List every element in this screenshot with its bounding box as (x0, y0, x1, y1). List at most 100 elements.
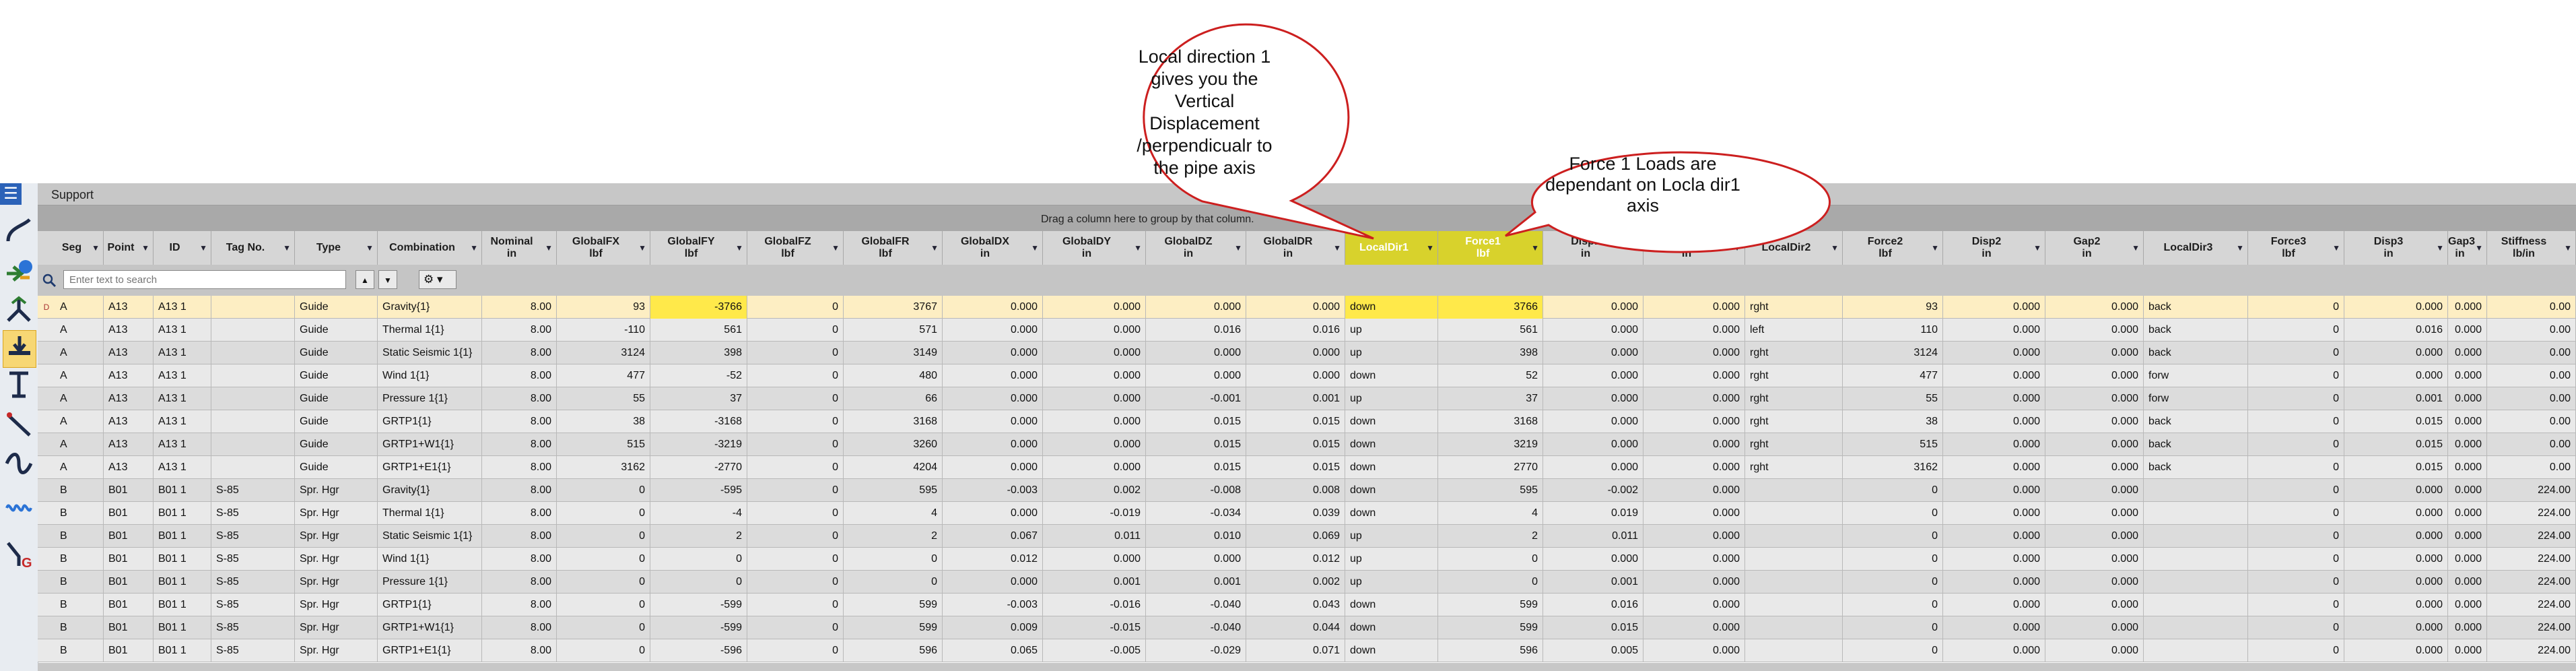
cell-ldir3[interactable] (2144, 502, 2248, 525)
cell-gfr[interactable]: 596 (844, 639, 943, 662)
cell-gdy[interactable]: 0.000 (1043, 319, 1146, 342)
cell-disp1[interactable]: 0.000 (1543, 548, 1643, 571)
cell-disp1[interactable]: 0.016 (1543, 594, 1643, 616)
cell-seg[interactable]: A (55, 456, 104, 479)
sort-down-button[interactable]: ▼ (378, 270, 397, 289)
cell-force2[interactable]: 0 (1843, 594, 1943, 616)
cell-type[interactable]: Guide (295, 410, 378, 433)
cell-gap1[interactable]: 0.000 (1643, 433, 1745, 456)
cell-gap2[interactable]: 0.000 (2045, 639, 2144, 662)
column-header-seg[interactable]: Seg ▼ (55, 231, 104, 265)
cell-ldir2[interactable]: rght (1745, 342, 1843, 364)
cell-seg[interactable]: A (55, 410, 104, 433)
cell-force3[interactable]: 0 (2248, 433, 2344, 456)
cell-gdy[interactable]: -0.019 (1043, 502, 1146, 525)
filter-funnel-icon[interactable]: ▼ (1831, 243, 1839, 253)
cell-type[interactable]: Spr. Hgr (295, 571, 378, 594)
cell-force3[interactable]: 0 (2248, 571, 2344, 594)
filter-funnel-icon[interactable]: ▼ (930, 243, 939, 253)
cell-ldir1[interactable]: up (1345, 319, 1438, 342)
cell-ldir2[interactable]: rght (1745, 387, 1843, 410)
cell-point[interactable]: B01 (104, 571, 154, 594)
cell-disp3[interactable]: 0.015 (2344, 433, 2448, 456)
cell-ldir3[interactable]: forw (2144, 364, 2248, 387)
cell-disp1[interactable]: 0.015 (1543, 616, 1643, 639)
cell-nominal[interactable]: 8.00 (482, 433, 557, 456)
cell-stiffness[interactable]: 224.00 (2487, 616, 2576, 639)
cell-nominal[interactable]: 8.00 (482, 479, 557, 502)
cell-gfz[interactable]: 0 (747, 502, 844, 525)
filter-funnel-icon[interactable]: ▼ (1333, 243, 1341, 253)
cell-ldir2[interactable] (1745, 594, 1843, 616)
cell-tag[interactable] (211, 296, 295, 319)
cell-tag[interactable] (211, 456, 295, 479)
column-header-gdx[interactable]: GlobalDX in ▼ (943, 231, 1043, 265)
cell-point[interactable]: B01 (104, 525, 154, 548)
cell-id[interactable]: A13 1 (154, 387, 211, 410)
cell-point[interactable]: A13 (104, 433, 154, 456)
cell-gdr[interactable]: 0.002 (1246, 571, 1345, 594)
cell-stiffness[interactable]: 224.00 (2487, 502, 2576, 525)
cell-tag[interactable]: S-85 (211, 571, 295, 594)
column-header-stiffness[interactable]: Stiffness lb/in ▼ (2487, 231, 2576, 265)
cell-id[interactable]: B01 1 (154, 502, 211, 525)
cell-id[interactable]: A13 1 (154, 296, 211, 319)
cell-ldir1[interactable]: down (1345, 639, 1438, 662)
cell-combination[interactable]: Gravity{1} (378, 479, 482, 502)
cell-force1[interactable]: 2 (1438, 525, 1543, 548)
cell-tag[interactable] (211, 319, 295, 342)
cell-gdx[interactable]: -0.003 (943, 479, 1043, 502)
cell-ldir1[interactable]: up (1345, 571, 1438, 594)
cell-gdy[interactable]: 0.000 (1043, 296, 1146, 319)
cell-gap2[interactable]: 0.000 (2045, 364, 2144, 387)
table-row[interactable]: A A13 A13 1 Guide Wind 1{1} 8.00 477 -52 0 480 0.0… (38, 364, 2576, 387)
table-row[interactable]: A A13 A13 1 Guide Static Seismic 1{1} 8.00 312… (38, 342, 2576, 364)
cell-gdz[interactable]: -0.040 (1146, 616, 1246, 639)
cell-force3[interactable]: 0 (2248, 456, 2344, 479)
cell-ldir3[interactable]: back (2144, 342, 2248, 364)
cell-nominal[interactable]: 8.00 (482, 364, 557, 387)
cell-gdr[interactable]: 0.015 (1246, 433, 1345, 456)
cell-point[interactable]: B01 (104, 616, 154, 639)
cell-ldir2[interactable]: left (1745, 319, 1843, 342)
column-header-gdz[interactable]: GlobalDZ in ▼ (1146, 231, 1246, 265)
cell-gfx[interactable]: 55 (557, 387, 650, 410)
cell-combination[interactable]: Thermal 1{1} (378, 319, 482, 342)
cell-nominal[interactable]: 8.00 (482, 571, 557, 594)
cell-id[interactable]: A13 1 (154, 456, 211, 479)
filter-funnel-icon[interactable]: ▼ (470, 243, 478, 253)
cell-disp2[interactable]: 0.000 (1943, 525, 2045, 548)
cell-gap3[interactable]: 0.000 (2448, 594, 2487, 616)
cell-gfy[interactable]: 561 (650, 319, 747, 342)
column-header-gap2[interactable]: Gap2 in ▼ (2045, 231, 2144, 265)
cell-type[interactable]: Guide (295, 433, 378, 456)
cell-disp1[interactable]: 0.000 (1543, 456, 1643, 479)
cell-gfr[interactable]: 3767 (844, 296, 943, 319)
cell-seg[interactable]: B (55, 479, 104, 502)
cell-gap3[interactable]: 0.000 (2448, 479, 2487, 502)
cell-gfr[interactable]: 571 (844, 319, 943, 342)
hanger-icon[interactable] (3, 368, 35, 404)
cell-gfz[interactable]: 0 (747, 594, 844, 616)
cell-force2[interactable]: 0 (1843, 616, 1943, 639)
cell-gap1[interactable]: 0.000 (1643, 548, 1745, 571)
cell-disp2[interactable]: 0.000 (1943, 319, 2045, 342)
cell-gfx[interactable]: 3162 (557, 456, 650, 479)
cell-gfy[interactable]: 0 (650, 571, 747, 594)
column-header-gfr[interactable]: GlobalFR lbf ▼ (844, 231, 943, 265)
cell-disp1[interactable]: -0.002 (1543, 479, 1643, 502)
cell-seg[interactable]: B (55, 502, 104, 525)
filter-funnel-icon[interactable]: ▼ (1134, 243, 1142, 253)
cell-tag[interactable]: S-85 (211, 616, 295, 639)
cell-gdy[interactable]: 0.000 (1043, 410, 1146, 433)
cell-stiffness[interactable]: 0.00 (2487, 342, 2576, 364)
cell-ldir3[interactable]: back (2144, 410, 2248, 433)
cell-gdr[interactable]: 0.000 (1246, 364, 1345, 387)
cell-disp3[interactable]: 0.000 (2344, 639, 2448, 662)
cell-id[interactable]: A13 1 (154, 342, 211, 364)
cell-force2[interactable]: 38 (1843, 410, 1943, 433)
cell-point[interactable]: A13 (104, 364, 154, 387)
cell-combination[interactable]: Wind 1{1} (378, 364, 482, 387)
cell-force2[interactable]: 3124 (1843, 342, 1943, 364)
cell-gfy[interactable]: 37 (650, 387, 747, 410)
